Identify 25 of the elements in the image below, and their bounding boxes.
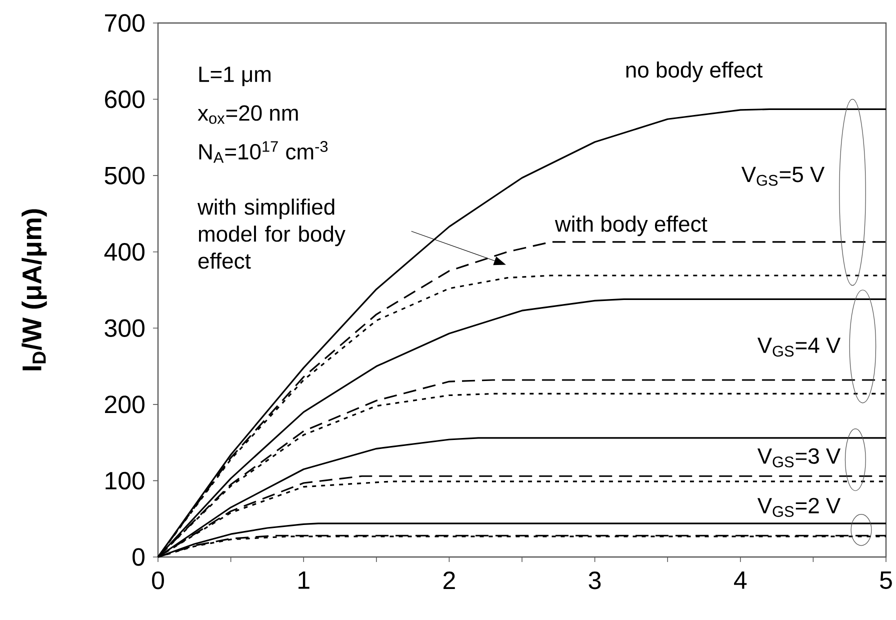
y-tick-label: 400: [104, 243, 144, 261]
annotation: L=1 μm: [199, 66, 270, 86]
y-tick-label: 200: [105, 396, 144, 414]
y-axis-title: I$_{D}$/W (μA/μm): [22, 209, 47, 370]
y-tick-label: 0: [132, 548, 144, 566]
x-tick-label: 3: [588, 572, 601, 590]
y-tick-label: 500: [104, 166, 144, 184]
annotation: with simplified model for body effect: [197, 198, 346, 269]
annotation: x$_{ox}$=20 nm: [198, 105, 298, 124]
annotation: no body effect: [626, 62, 763, 82]
y-tick-label: 300: [104, 319, 144, 337]
y-tick-label: 700: [105, 14, 144, 32]
x-tick-label: 0: [152, 572, 164, 590]
y-tick-label: 100: [106, 472, 144, 490]
x-tick-label: 5: [880, 572, 892, 589]
annotation: V$_{GS}$=3 V: [757, 448, 841, 468]
annotation: N$_{A}$=10$^{17}$ cm$^{-3}$: [199, 141, 328, 163]
annotation: V$_{GS}$=4 V: [757, 338, 841, 357]
x-tick-label: 2: [444, 572, 455, 589]
y-tick-label: 600: [105, 90, 144, 108]
x-tick-label: 1: [298, 572, 310, 589]
annotation: V$_{GS}$=2 V: [757, 498, 841, 517]
annotation: with body effect: [554, 216, 708, 236]
x-tick-label: 4: [734, 572, 747, 589]
annotation: V$_{GS}$=5 V: [741, 166, 825, 186]
